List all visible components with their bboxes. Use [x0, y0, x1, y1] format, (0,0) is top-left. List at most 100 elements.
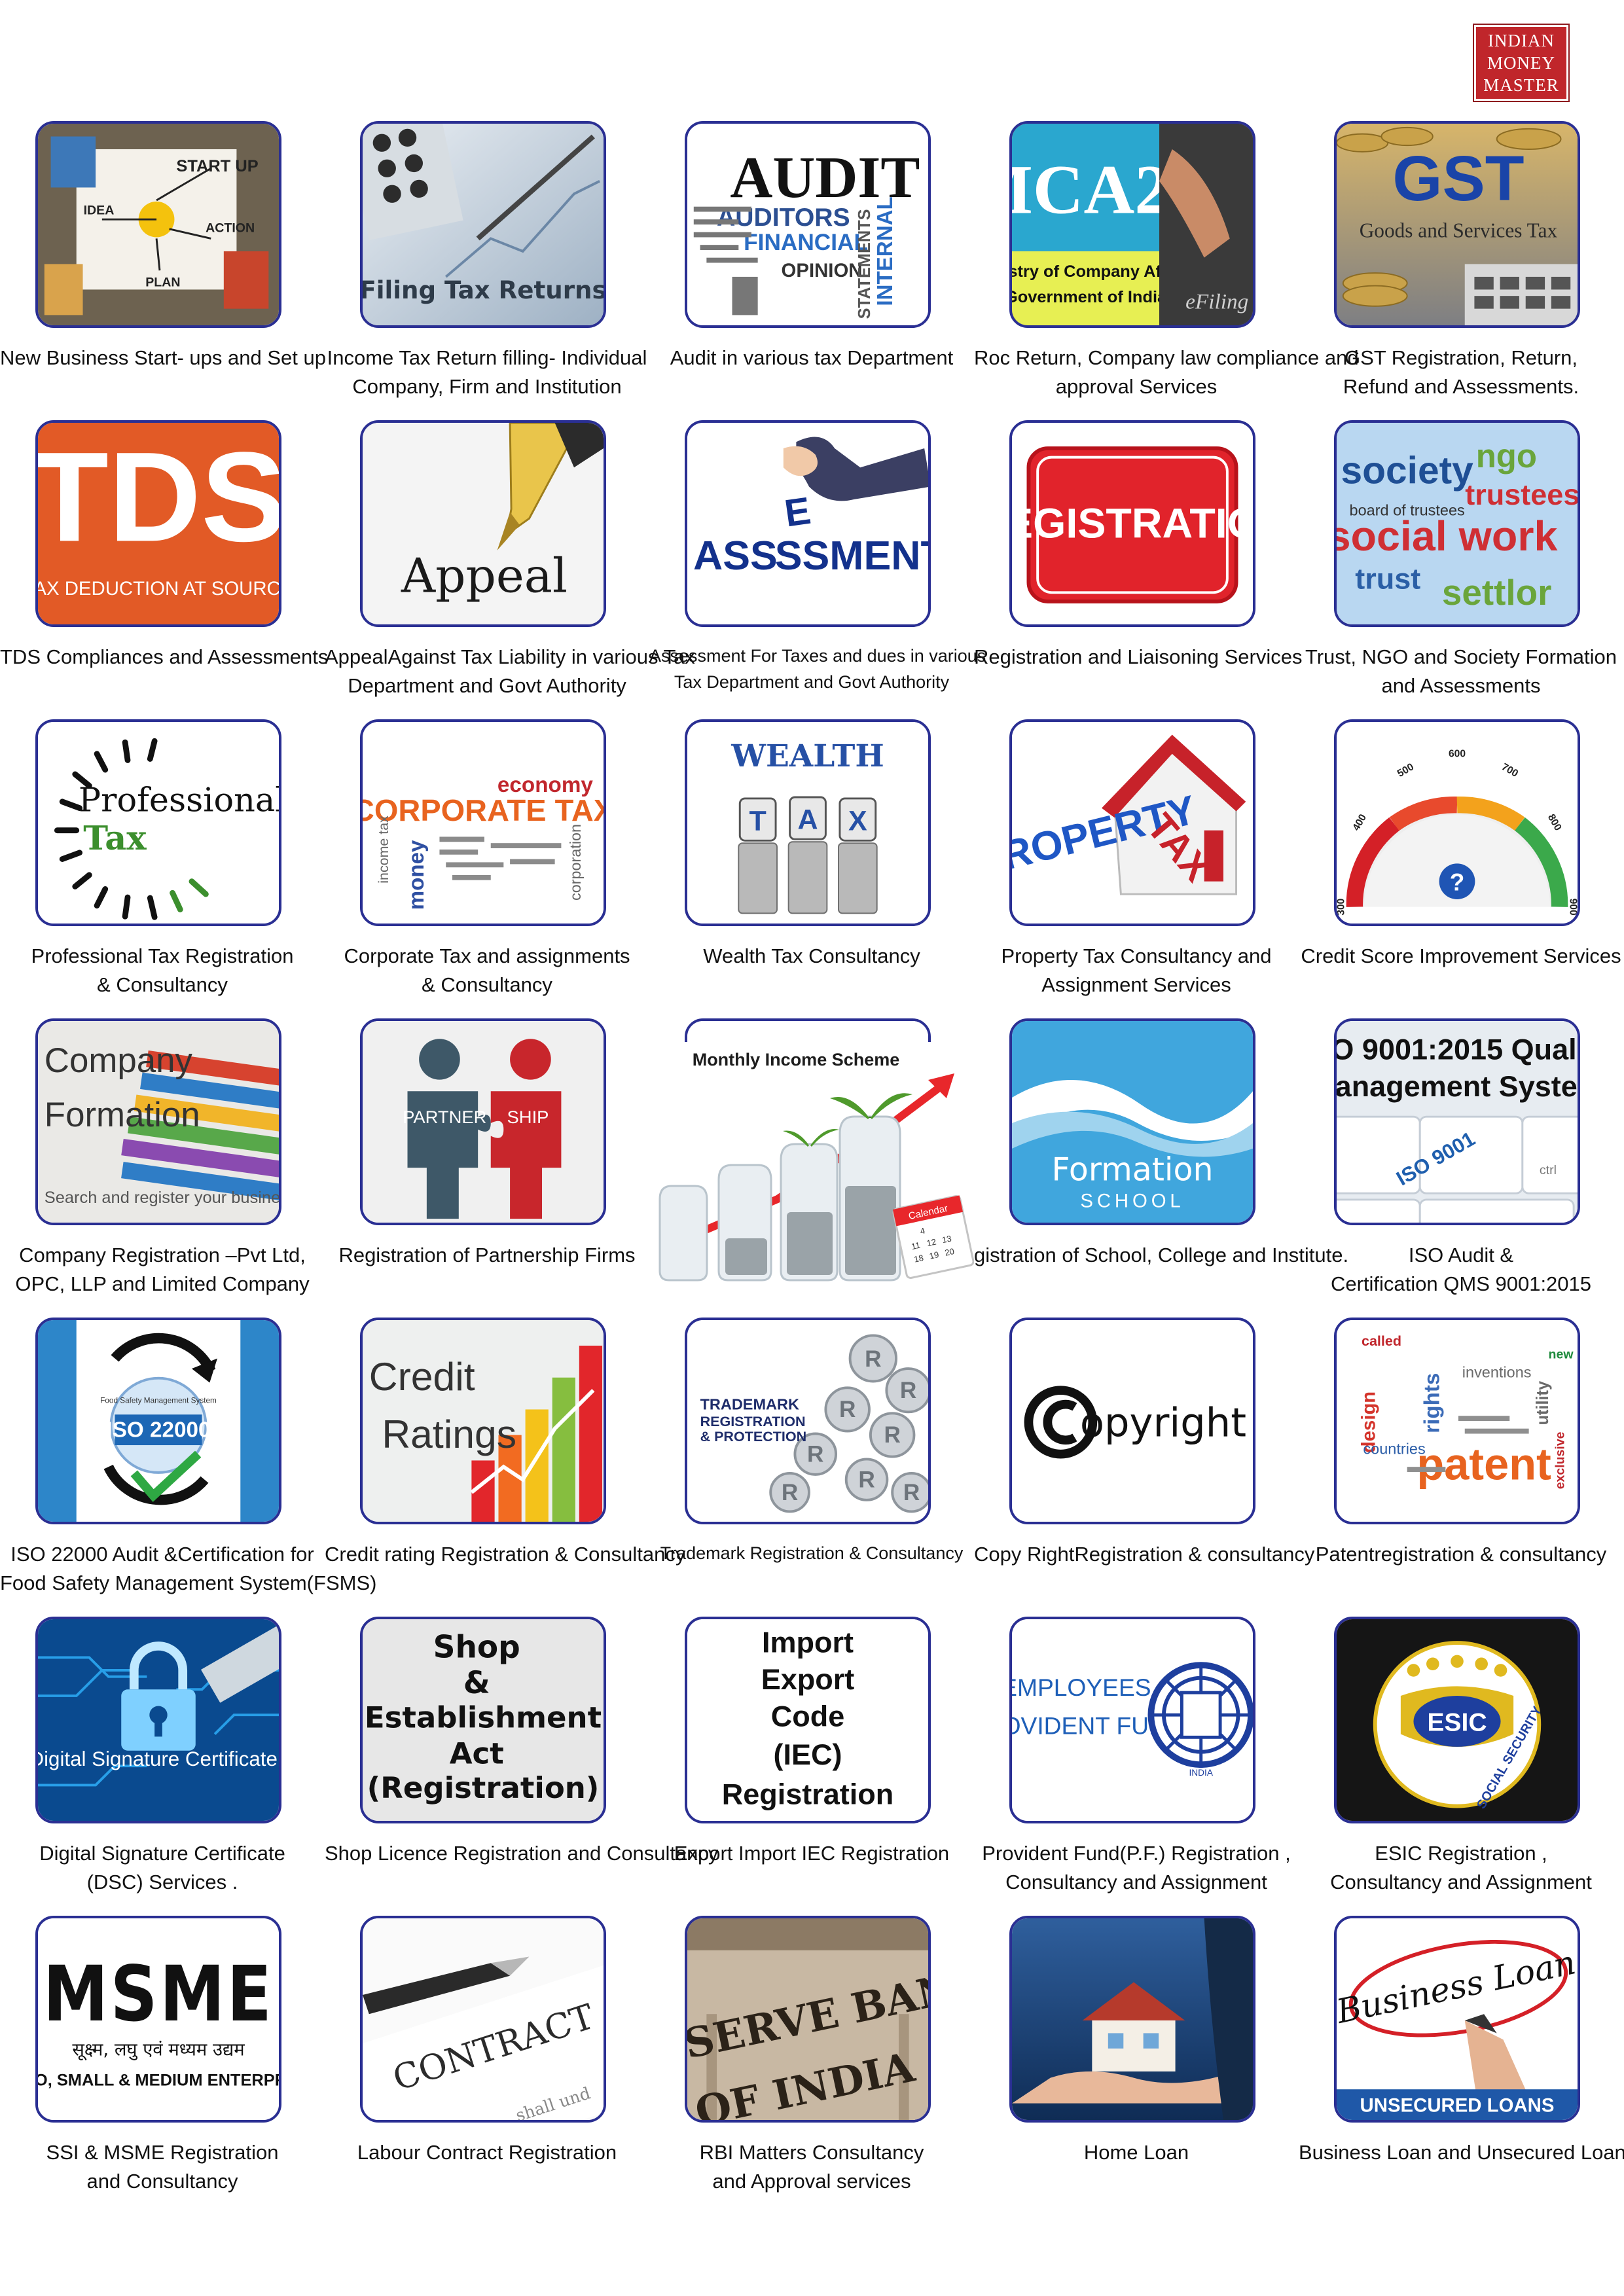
tile-label: design: [1358, 1391, 1380, 1453]
caption-line: Assessment For Taxes and dues in various: [649, 646, 986, 666]
tile-label: corporation: [567, 824, 584, 901]
service-caption: ISO Audit & Certification QMS 9001:2015: [1299, 1241, 1623, 1299]
tile-label: TRADEMARK: [700, 1395, 799, 1412]
tile-label: income tax: [376, 816, 391, 884]
caption-line: ISO 22000 Audit &Certification for: [10, 1543, 314, 1566]
tile-label: Formation: [1052, 1151, 1214, 1189]
formation-school-icon: Formation SCHOOL: [1012, 1021, 1253, 1223]
service-image: MCA21 Ministry of Company AffairsGovernm…: [1009, 121, 1255, 328]
service-caption: New Business Start- ups and Set up: [0, 344, 326, 372]
service-image: Shop & Establishment Act (Registration): [360, 1617, 606, 1823]
service-caption: Credit Score Improvement Services: [1299, 942, 1623, 971]
tile-label: (Registration): [367, 1770, 600, 1805]
tile-label: X: [848, 806, 867, 837]
caption-line: (DSC) Services .: [86, 1871, 238, 1893]
tile-label: ?: [1450, 868, 1465, 895]
caption-line: Shop Licence Registration and Consultanc…: [325, 1842, 719, 1865]
caption-line: Labour Contract Registration: [357, 2141, 617, 2164]
tile-label: ISO 22000: [106, 1418, 210, 1442]
tile-label: SSMENT: [775, 533, 928, 579]
tile-label: Tax: [83, 818, 147, 857]
tile-label: सूक्ष्म, लघु एवं मध्यम उद्यम: [72, 2040, 245, 2061]
caption-line: Company Registration –Pvt Ltd,: [19, 1244, 306, 1266]
caption-line: approval Services: [1055, 375, 1218, 398]
caption-line: Food Safety Management System(FSMS): [0, 1571, 377, 1594]
caption-line: Refund and Assessments.: [1343, 375, 1579, 398]
service-image: patent design rights inventions utility …: [1334, 1318, 1580, 1524]
caption-line: Audit in various tax Department: [670, 346, 954, 369]
tile-label: rights: [1420, 1373, 1445, 1433]
tile-label: MICRO, SMALL & MEDIUM ENTERPRISES: [38, 2071, 279, 2089]
service-image: Professional Tax: [35, 719, 281, 926]
tile-label: Import: [762, 1626, 854, 1659]
caption-line: Roc Return, Company law compliance and: [974, 346, 1359, 369]
service-image: 300 400 500 600 700 800 900 ?: [1334, 719, 1580, 926]
monthly-income-icon: Monthly Income Scheme Calendar 4 11 12 1…: [659, 1050, 974, 1282]
brand-line-2: MONEY: [1487, 53, 1555, 73]
caption-line: TDS Compliances and Assessments: [0, 645, 329, 668]
rbi-building-icon: RESERVE BANK OF INDIA: [687, 1918, 928, 2120]
caption-line: Trademark Registration & Consultancy: [660, 1543, 964, 1563]
caption-line: Export Import IEC Registration: [674, 1842, 950, 1865]
service-card: MCA21 Ministry of Company AffairsGovernm…: [974, 118, 1359, 417]
tile-label: INTERNAL: [873, 196, 897, 306]
tile-label: A: [797, 804, 818, 836]
tile-label: UNSECURED LOANS: [1360, 2094, 1555, 2116]
service-card: Professional Tax Professional Tax Registr…: [0, 716, 325, 1015]
tile-label: Search and register your business here: [45, 1189, 279, 1207]
service-caption: gistration of School, College and Instit…: [974, 1241, 1349, 1270]
service-caption: Export Import IEC Registration: [649, 1839, 974, 1868]
service-caption: Provident Fund(P.F.) Registration , Consu…: [974, 1839, 1299, 1897]
tile-label: OPINION: [782, 260, 863, 281]
caption-line: Digital Signature Certificate: [39, 1842, 285, 1865]
tile-label: (IEC): [774, 1738, 842, 1771]
service-image: Appeal: [360, 420, 606, 627]
tile-label: Formation: [45, 1096, 200, 1134]
tile-label: FINANCIAL: [744, 230, 868, 255]
service-card: MSME सूक्ष्म, लघु एवं मध्यम उद्यम MICRO,…: [0, 1912, 325, 2212]
tile-label: EMPLOYEES: [1012, 1674, 1151, 1701]
service-card: RESERVE BANK OF INDIA RBI Matters Consult…: [649, 1912, 974, 2212]
tile-label: opyright: [1080, 1401, 1246, 1446]
service-caption: Trust, NGO and Society Formation and Asse…: [1299, 643, 1623, 700]
tile-label: ASS: [693, 533, 778, 579]
tile-label: STATEMENTS: [856, 209, 874, 319]
caption-line: gistration of School, College and Instit…: [974, 1244, 1349, 1266]
tile-label: Digital Signature Certificate: [38, 1748, 278, 1770]
service-caption: Wealth Tax Consultancy: [649, 942, 974, 971]
service-card: Digital Signature Certificate Digital Sig…: [0, 1613, 325, 1912]
calendar-day: 18: [913, 1253, 924, 1265]
service-caption: GST Registration, Return, Refund and Asse…: [1299, 344, 1623, 401]
caption-line: Business Loan and Unsecured Loan: [1299, 2141, 1624, 2164]
service-caption: Trademark Registration & Consultancy: [649, 1540, 974, 1566]
partnership-puzzle-icon: PARTNER SHIP: [363, 1021, 604, 1223]
service-card: patent design rights inventions utility …: [1299, 1314, 1623, 1613]
service-caption: Shop Licence Registration and Consultanc…: [325, 1839, 719, 1868]
service-image: Business Loan UNSECURED LOANS: [1334, 1916, 1580, 2123]
svg-text:R: R: [900, 1378, 916, 1403]
caption-line: Property Tax Consultancy and: [1001, 944, 1272, 967]
service-image: Credit Ratings: [360, 1318, 606, 1524]
service-image: Formation SCHOOL: [1009, 1018, 1255, 1225]
tile-label: ngo: [1476, 437, 1537, 475]
caption-line: Registration of Partnership Firms: [338, 1244, 636, 1266]
tile-label: called: [1362, 1333, 1401, 1349]
tile-label: trustees: [1465, 478, 1578, 511]
caption-line: Registration and Liaisoning Services: [974, 645, 1303, 668]
tile-label: REGISTRATION: [700, 1414, 806, 1429]
service-card: ASS E SSMENT Assessment For Taxes and due…: [649, 417, 986, 716]
service-caption: SSI & MSME Registration and Consultancy: [0, 2138, 325, 2196]
caption-line: New Business Start- ups and Set up: [0, 346, 326, 369]
service-caption: Business Loan and Unsecured Loan: [1299, 2138, 1624, 2167]
caption-line: OPC, LLP and Limited Company: [15, 1272, 310, 1295]
service-card: Import Export Code (IEC) Registration Exp…: [649, 1613, 974, 1912]
caption-line: ESIC Registration ,: [1375, 1842, 1547, 1865]
service-caption: Home Loan: [974, 2138, 1299, 2167]
tile-label: T: [749, 806, 767, 837]
service-image: society ngo trustees social work trust settl…: [1334, 420, 1580, 627]
tile-label: ISO 9001:2015 Quality: [1337, 1033, 1578, 1066]
tile-label: Ratings: [382, 1412, 516, 1456]
caption-line: Department and Govt Authority: [348, 674, 626, 697]
